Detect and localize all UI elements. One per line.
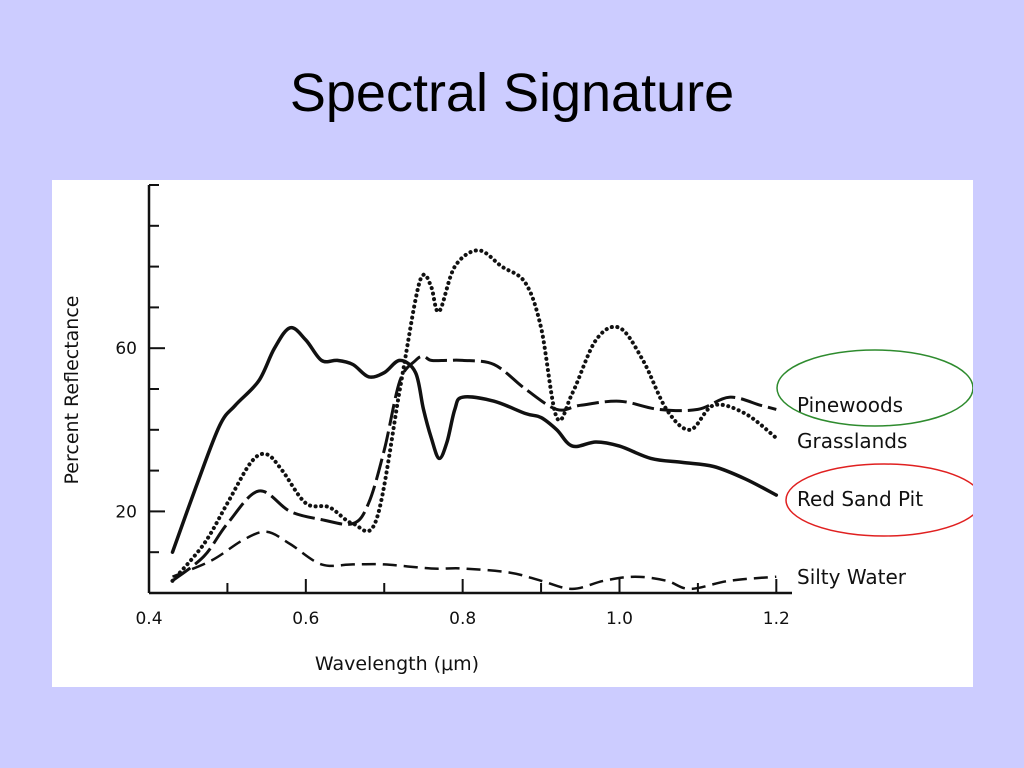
series xyxy=(170,248,779,591)
legend-label-silty-water: Silty Water xyxy=(797,565,907,589)
x-tick-label: 0.6 xyxy=(292,609,319,629)
series-line-grasslands xyxy=(170,248,779,583)
series-line-silty-water xyxy=(172,530,777,591)
y-axis-title: Percent Reflectance xyxy=(61,296,83,485)
axes xyxy=(147,185,792,595)
ticks: 20 60 0.4 0.6 0.8 1.0 1.2 xyxy=(115,184,790,629)
legend-label-grasslands: Grasslands xyxy=(797,429,907,453)
highlight-ellipse-red-sand-pit xyxy=(785,463,973,537)
y-tick-label: 20 xyxy=(115,502,137,522)
chart-panel: 20 60 0.4 0.6 0.8 1.0 1.2 Pinewoods Grasslands R… xyxy=(52,180,973,687)
series-line-red-sand-pit xyxy=(170,325,779,554)
legend-label-red-sand-pit: Red Sand Pit xyxy=(797,487,923,511)
series-line-pinewoods xyxy=(171,354,777,582)
y-tick-label: 60 xyxy=(115,339,137,359)
x-tick-label: 0.4 xyxy=(135,609,162,629)
x-axis-title: Wavelength (μm) xyxy=(315,653,479,675)
x-tick-label: 1.2 xyxy=(763,609,790,629)
legend: Pinewoods Grasslands Red Sand Pit Silty Wat… xyxy=(776,349,973,589)
spectral-chart: 20 60 0.4 0.6 0.8 1.0 1.2 Pinewoods Grasslands R… xyxy=(61,184,973,675)
highlight-ellipse-pinewoods xyxy=(776,349,973,427)
legend-label-pinewoods: Pinewoods xyxy=(797,393,903,417)
slide-title: Spectral Signature xyxy=(289,63,735,123)
x-tick-label: 1.0 xyxy=(606,609,633,629)
x-tick-label: 0.8 xyxy=(449,609,476,629)
